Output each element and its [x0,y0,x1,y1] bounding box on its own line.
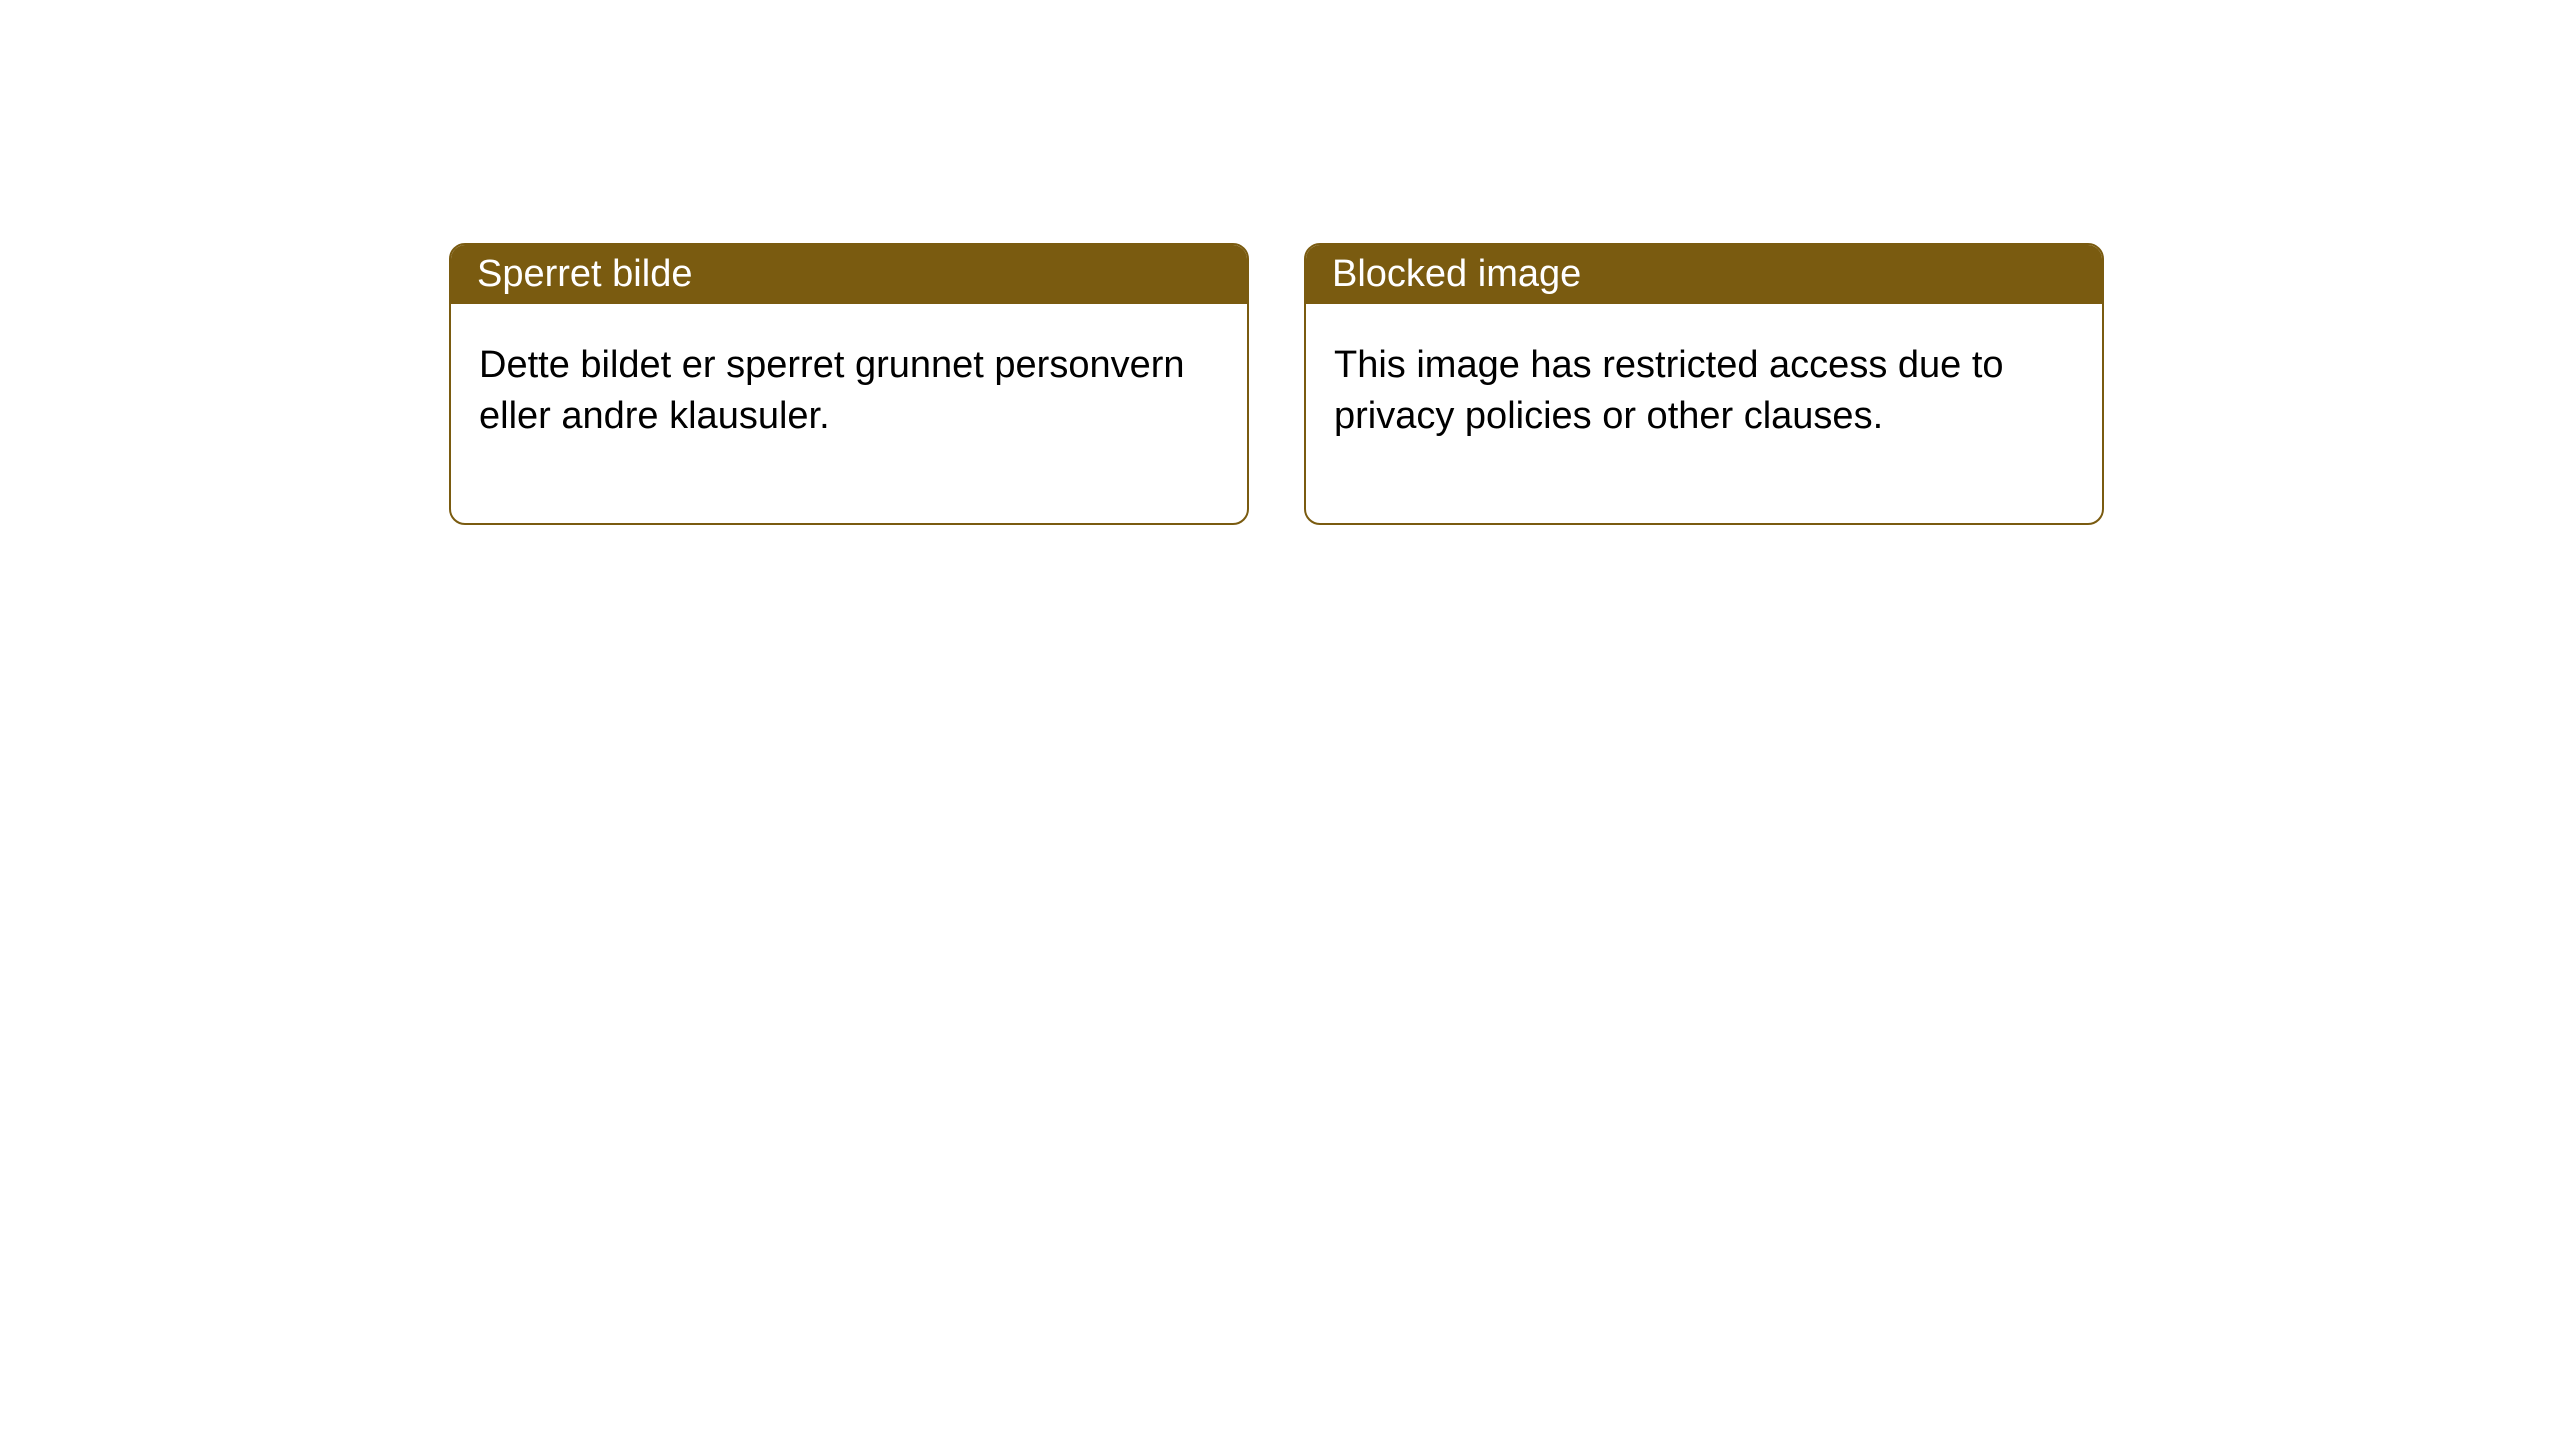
notice-card-english: Blocked image This image has restricted … [1304,243,2104,525]
notice-card-norwegian: Sperret bilde Dette bildet er sperret gr… [449,243,1249,525]
card-body: Dette bildet er sperret grunnet personve… [451,304,1247,523]
card-title: Blocked image [1332,253,1581,295]
card-body-text: This image has restricted access due to … [1334,344,2004,437]
card-body: This image has restricted access due to … [1306,304,2102,523]
card-body-text: Dette bildet er sperret grunnet personve… [479,344,1185,437]
card-header: Blocked image [1306,245,2102,304]
card-header: Sperret bilde [451,245,1247,304]
card-title: Sperret bilde [477,253,692,295]
notice-cards-container: Sperret bilde Dette bildet er sperret gr… [0,0,2560,525]
